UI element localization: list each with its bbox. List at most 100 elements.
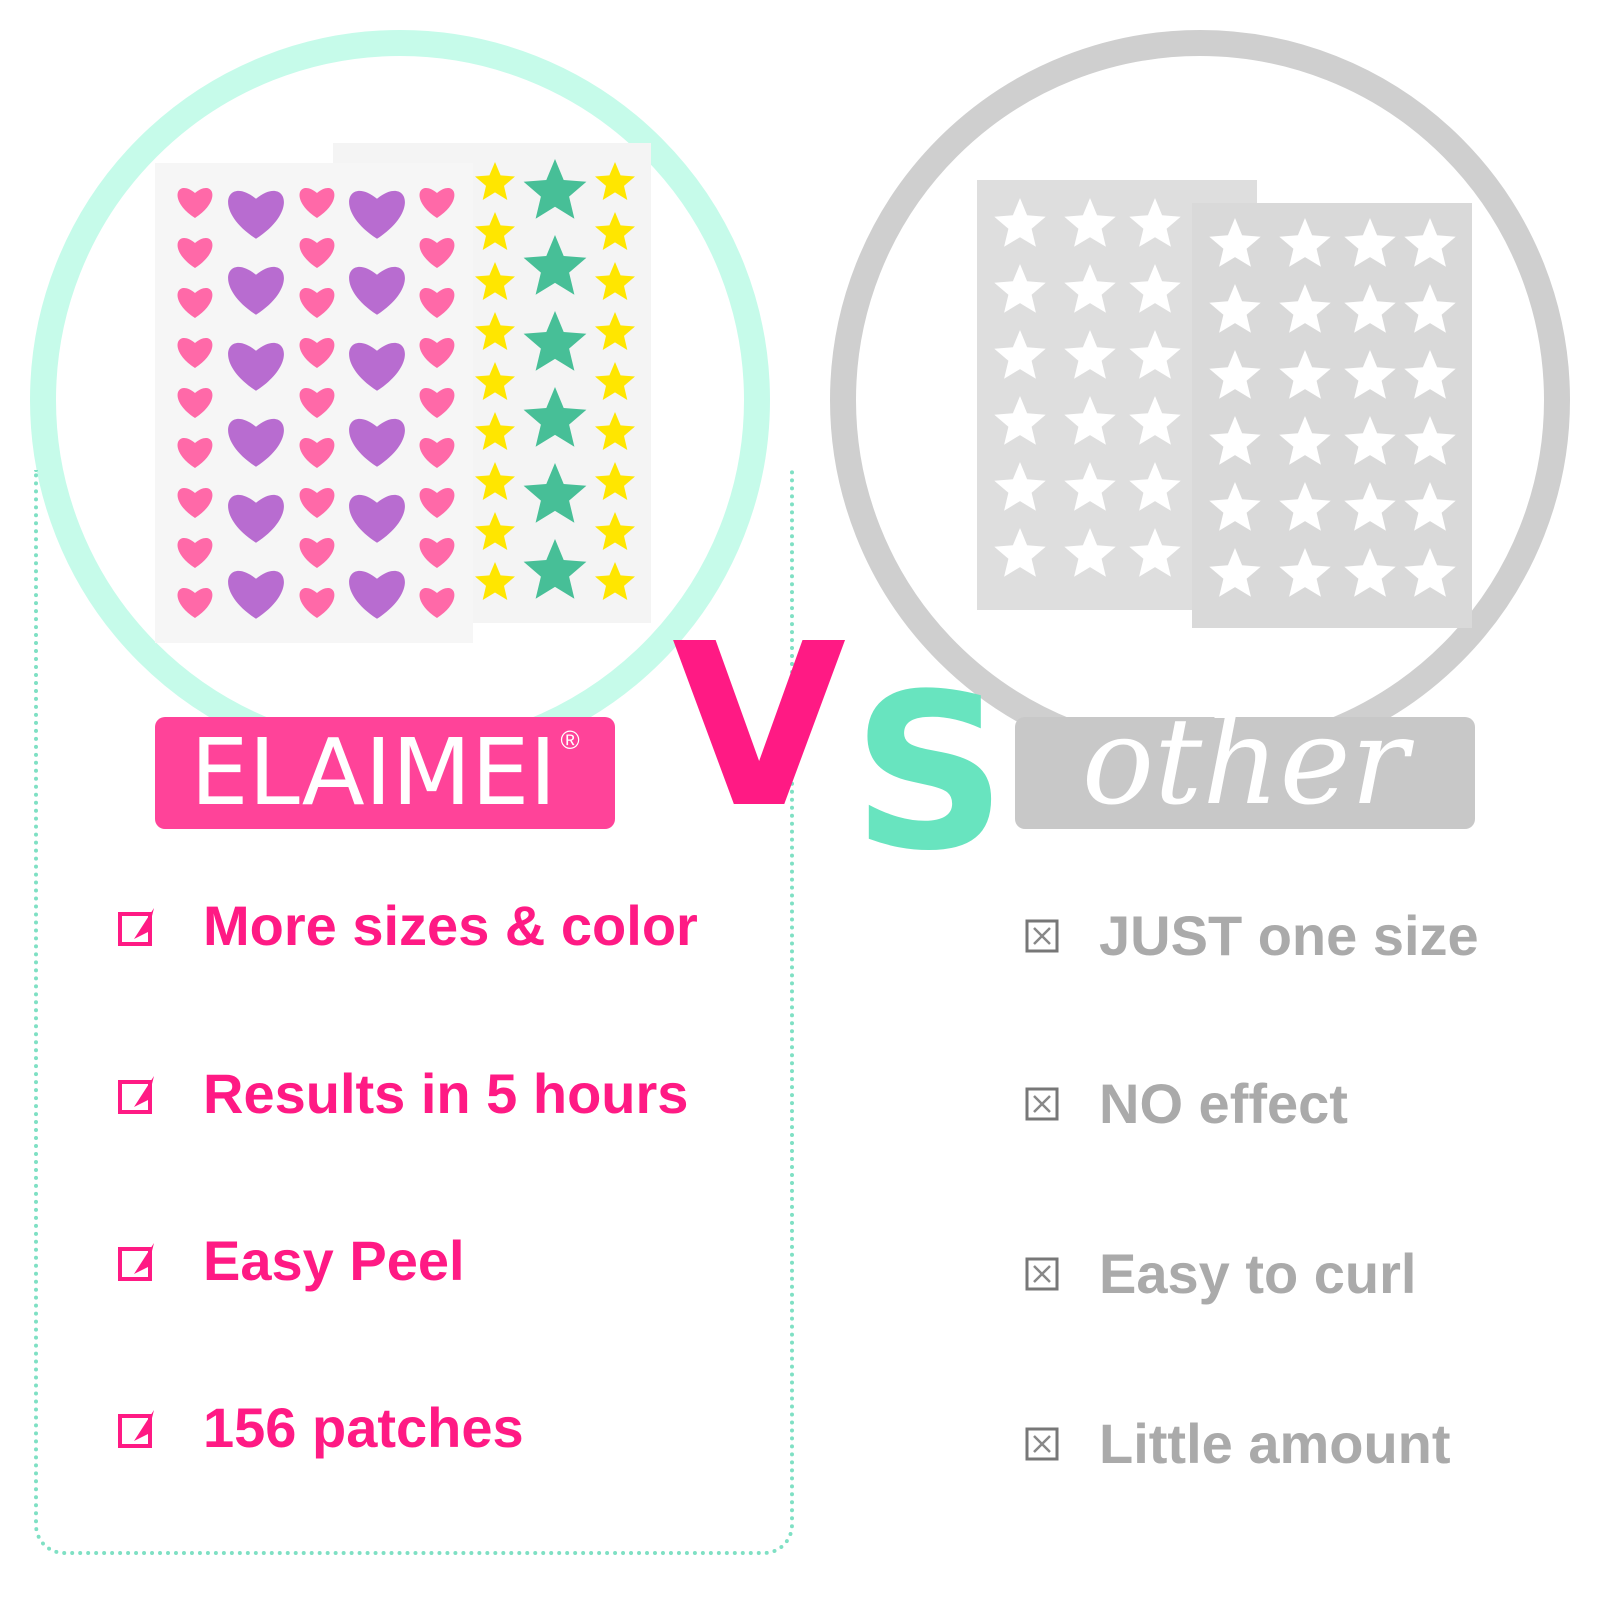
white-star-sticker bbox=[1209, 350, 1261, 399]
con-feature-item: Little amount bbox=[1025, 1413, 1451, 1475]
green-star-sticker bbox=[523, 159, 587, 219]
purple-heart-sticker bbox=[228, 342, 284, 391]
green-star-sticker bbox=[523, 463, 587, 523]
feature-label: Little amount bbox=[1099, 1412, 1451, 1475]
white-star-sticker bbox=[1279, 482, 1331, 531]
white-star-sticker bbox=[1344, 284, 1396, 333]
pro-feature-item: 156 patches bbox=[118, 1397, 524, 1459]
yellow-star-sticker bbox=[595, 562, 635, 600]
feature-label: Results in 5 hours bbox=[203, 1062, 689, 1125]
pink-heart-sticker bbox=[177, 538, 213, 568]
white-star-sticker bbox=[994, 264, 1046, 313]
pink-heart-sticker bbox=[177, 238, 213, 268]
yellow-star-sticker bbox=[475, 212, 515, 250]
feature-label: 156 patches bbox=[203, 1396, 524, 1459]
white-star-sticker bbox=[1344, 482, 1396, 531]
white-star-sticker bbox=[994, 330, 1046, 379]
yellow-star-sticker bbox=[475, 312, 515, 350]
con-feature-item: JUST one size bbox=[1025, 905, 1479, 967]
white-star-sticker bbox=[1404, 284, 1456, 333]
purple-heart-sticker bbox=[228, 266, 284, 315]
white-star-sticker bbox=[1279, 548, 1331, 597]
pink-heart-sticker bbox=[299, 188, 335, 218]
checkbox-x-icon bbox=[1025, 1257, 1059, 1291]
purple-heart-sticker bbox=[228, 190, 284, 239]
yellow-star-sticker bbox=[595, 212, 635, 250]
pink-heart-sticker bbox=[419, 338, 455, 368]
pink-heart-sticker bbox=[177, 188, 213, 218]
purple-heart-sticker bbox=[349, 266, 405, 315]
white-star-sticker bbox=[1404, 350, 1456, 399]
white-star-sticker bbox=[1344, 416, 1396, 465]
yellow-star-sticker bbox=[595, 412, 635, 450]
vs-letter-s: S bbox=[852, 647, 1007, 898]
white-star-sticker bbox=[1129, 330, 1181, 379]
white-star-sticker bbox=[1064, 330, 1116, 379]
white-star-sticker bbox=[1064, 396, 1116, 445]
white-star-sticker bbox=[1344, 548, 1396, 597]
white-star-sticker bbox=[1064, 528, 1116, 577]
white-star-sticker bbox=[1209, 548, 1261, 597]
pink-heart-sticker bbox=[177, 388, 213, 418]
pink-heart-sticker bbox=[419, 488, 455, 518]
white-star-sticker bbox=[1209, 482, 1261, 531]
vs-letter-v: V bbox=[672, 596, 847, 858]
feature-label: JUST one size bbox=[1099, 904, 1479, 967]
white-star-sticker bbox=[1279, 284, 1331, 333]
yellow-star-sticker bbox=[475, 512, 515, 550]
yellow-star-sticker bbox=[475, 562, 515, 600]
yellow-star-sticker bbox=[475, 262, 515, 300]
yellow-star-sticker bbox=[475, 162, 515, 200]
white-star-sticker bbox=[1129, 462, 1181, 511]
trademark-symbol: ® bbox=[560, 725, 580, 755]
con-feature-item: Easy to curl bbox=[1025, 1243, 1416, 1305]
green-star-sticker bbox=[523, 235, 587, 295]
pink-heart-sticker bbox=[419, 188, 455, 218]
pink-heart-sticker bbox=[299, 438, 335, 468]
yellow-star-sticker bbox=[475, 412, 515, 450]
purple-heart-sticker bbox=[228, 570, 284, 619]
checkbox-checked-icon bbox=[118, 907, 154, 946]
white-star-sticker bbox=[1064, 198, 1116, 247]
pink-heart-sticker bbox=[177, 288, 213, 318]
white-star-sticker bbox=[1279, 350, 1331, 399]
pink-heart-sticker bbox=[419, 388, 455, 418]
con-feature-item: NO effect bbox=[1025, 1073, 1348, 1135]
pink-heart-sticker bbox=[299, 488, 335, 518]
pink-heart-sticker bbox=[299, 288, 335, 318]
pro-feature-item: Results in 5 hours bbox=[118, 1063, 688, 1125]
pink-heart-sticker bbox=[299, 238, 335, 268]
feature-label: Easy Peel bbox=[203, 1229, 465, 1292]
brand-logo-text: ELAIMEI bbox=[190, 719, 557, 826]
white-star-sticker bbox=[1209, 218, 1261, 267]
white-star-sticker bbox=[994, 462, 1046, 511]
white-star-sticker bbox=[1344, 350, 1396, 399]
white-star-sticker bbox=[1209, 416, 1261, 465]
white-star-sticker bbox=[1279, 218, 1331, 267]
purple-heart-sticker bbox=[349, 190, 405, 239]
yellow-star-sticker bbox=[595, 512, 635, 550]
white-star-sticker bbox=[1404, 218, 1456, 267]
purple-heart-sticker bbox=[349, 494, 405, 543]
white-star-sticker bbox=[1209, 284, 1261, 333]
white-star-sticker bbox=[994, 528, 1046, 577]
pink-heart-sticker bbox=[419, 588, 455, 618]
checkbox-x-icon bbox=[1025, 1087, 1059, 1121]
checkbox-checked-icon bbox=[118, 1242, 154, 1281]
white-star-sticker bbox=[994, 396, 1046, 445]
pink-heart-sticker bbox=[419, 538, 455, 568]
pink-heart-sticker bbox=[299, 338, 335, 368]
green-star-sticker bbox=[523, 311, 587, 371]
white-star-sticker bbox=[1129, 396, 1181, 445]
white-star-sticker bbox=[1129, 198, 1181, 247]
white-star-sticker bbox=[1404, 548, 1456, 597]
feature-label: NO effect bbox=[1099, 1072, 1348, 1135]
checkbox-x-icon bbox=[1025, 919, 1059, 953]
yellow-star-sticker bbox=[475, 462, 515, 500]
brand-logo-banner: ELAIMEI ® bbox=[155, 717, 615, 829]
green-star-sticker bbox=[523, 539, 587, 599]
pink-heart-sticker bbox=[419, 288, 455, 318]
purple-heart-sticker bbox=[349, 418, 405, 467]
white-star-sticker bbox=[1404, 482, 1456, 531]
